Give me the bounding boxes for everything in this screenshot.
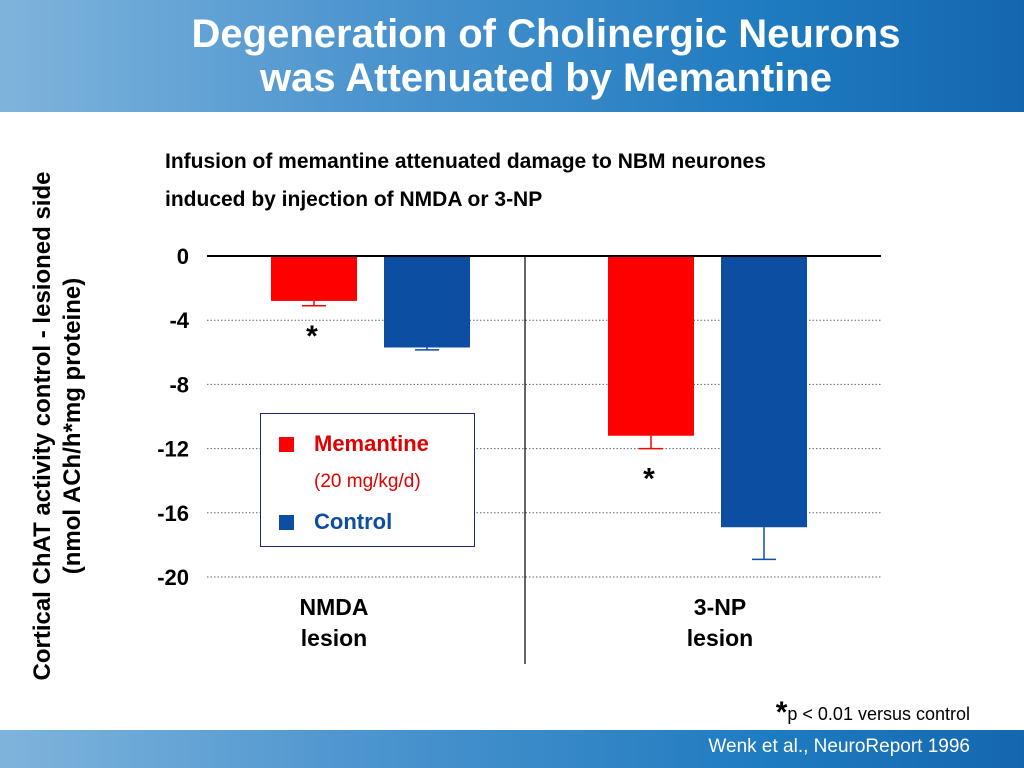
slide-title: Degeneration of Cholinergic Neurons was … [108, 12, 984, 100]
bar-memantine [271, 256, 357, 301]
category-label-line-1: 3-NP [693, 594, 747, 620]
bottom-bar [0, 730, 1024, 768]
legend-sublabel-dose: (20 mg/kg/d) [314, 471, 421, 492]
significance-marker: * [306, 320, 318, 353]
y-tick-label: -12 [157, 437, 189, 462]
legend: Memantine (20 mg/kg/d) Control [260, 413, 475, 547]
y-tick-label: -16 [157, 501, 189, 526]
y-tick-label: 0 [177, 244, 189, 269]
category-label-line-1: NMDA [299, 594, 369, 620]
category-label-nmda: NMDA lesion [234, 592, 434, 654]
legend-entry-control: Control [279, 509, 392, 535]
slide-title-line-1: Degeneration of Cholinergic Neurons [191, 12, 901, 56]
chart-subtitle: Infusion of memantine attenuated damage … [165, 143, 1005, 219]
category-label-line-2: lesion [300, 625, 368, 651]
legend-swatch-control [279, 514, 294, 530]
legend-entry-memantine: Memantine [279, 431, 429, 457]
bar-memantine [608, 256, 694, 436]
y-tick-label: -4 [169, 308, 189, 333]
legend-label-control: Control [314, 509, 393, 534]
chart-subtitle-line-1: Infusion of memantine attenuated damage … [165, 150, 766, 173]
category-label-3np: 3-NP lesion [620, 592, 820, 654]
significance-footnote: *p < 0.01 versus control [776, 696, 970, 730]
legend-swatch-memantine [279, 436, 294, 452]
category-label-line-2: lesion [686, 625, 754, 651]
chart-subtitle-line-2: induced by injection of NMDA or 3-NP [165, 188, 543, 211]
legend-label-memantine: Memantine [314, 431, 429, 456]
footnote-marker: * [775, 696, 788, 729]
footnote-text: p < 0.01 versus control [787, 704, 970, 724]
bar-control [384, 256, 470, 348]
bar-control [721, 256, 807, 528]
slide-title-line-2: was Attenuated by Memantine [260, 56, 832, 100]
y-tick-label: -8 [169, 372, 189, 397]
y-tick-label: -20 [157, 565, 189, 590]
significance-marker: * [643, 463, 655, 496]
citation: Wenk et al., NeuroReport 1996 [708, 736, 970, 757]
axis-label-strip [0, 112, 108, 730]
